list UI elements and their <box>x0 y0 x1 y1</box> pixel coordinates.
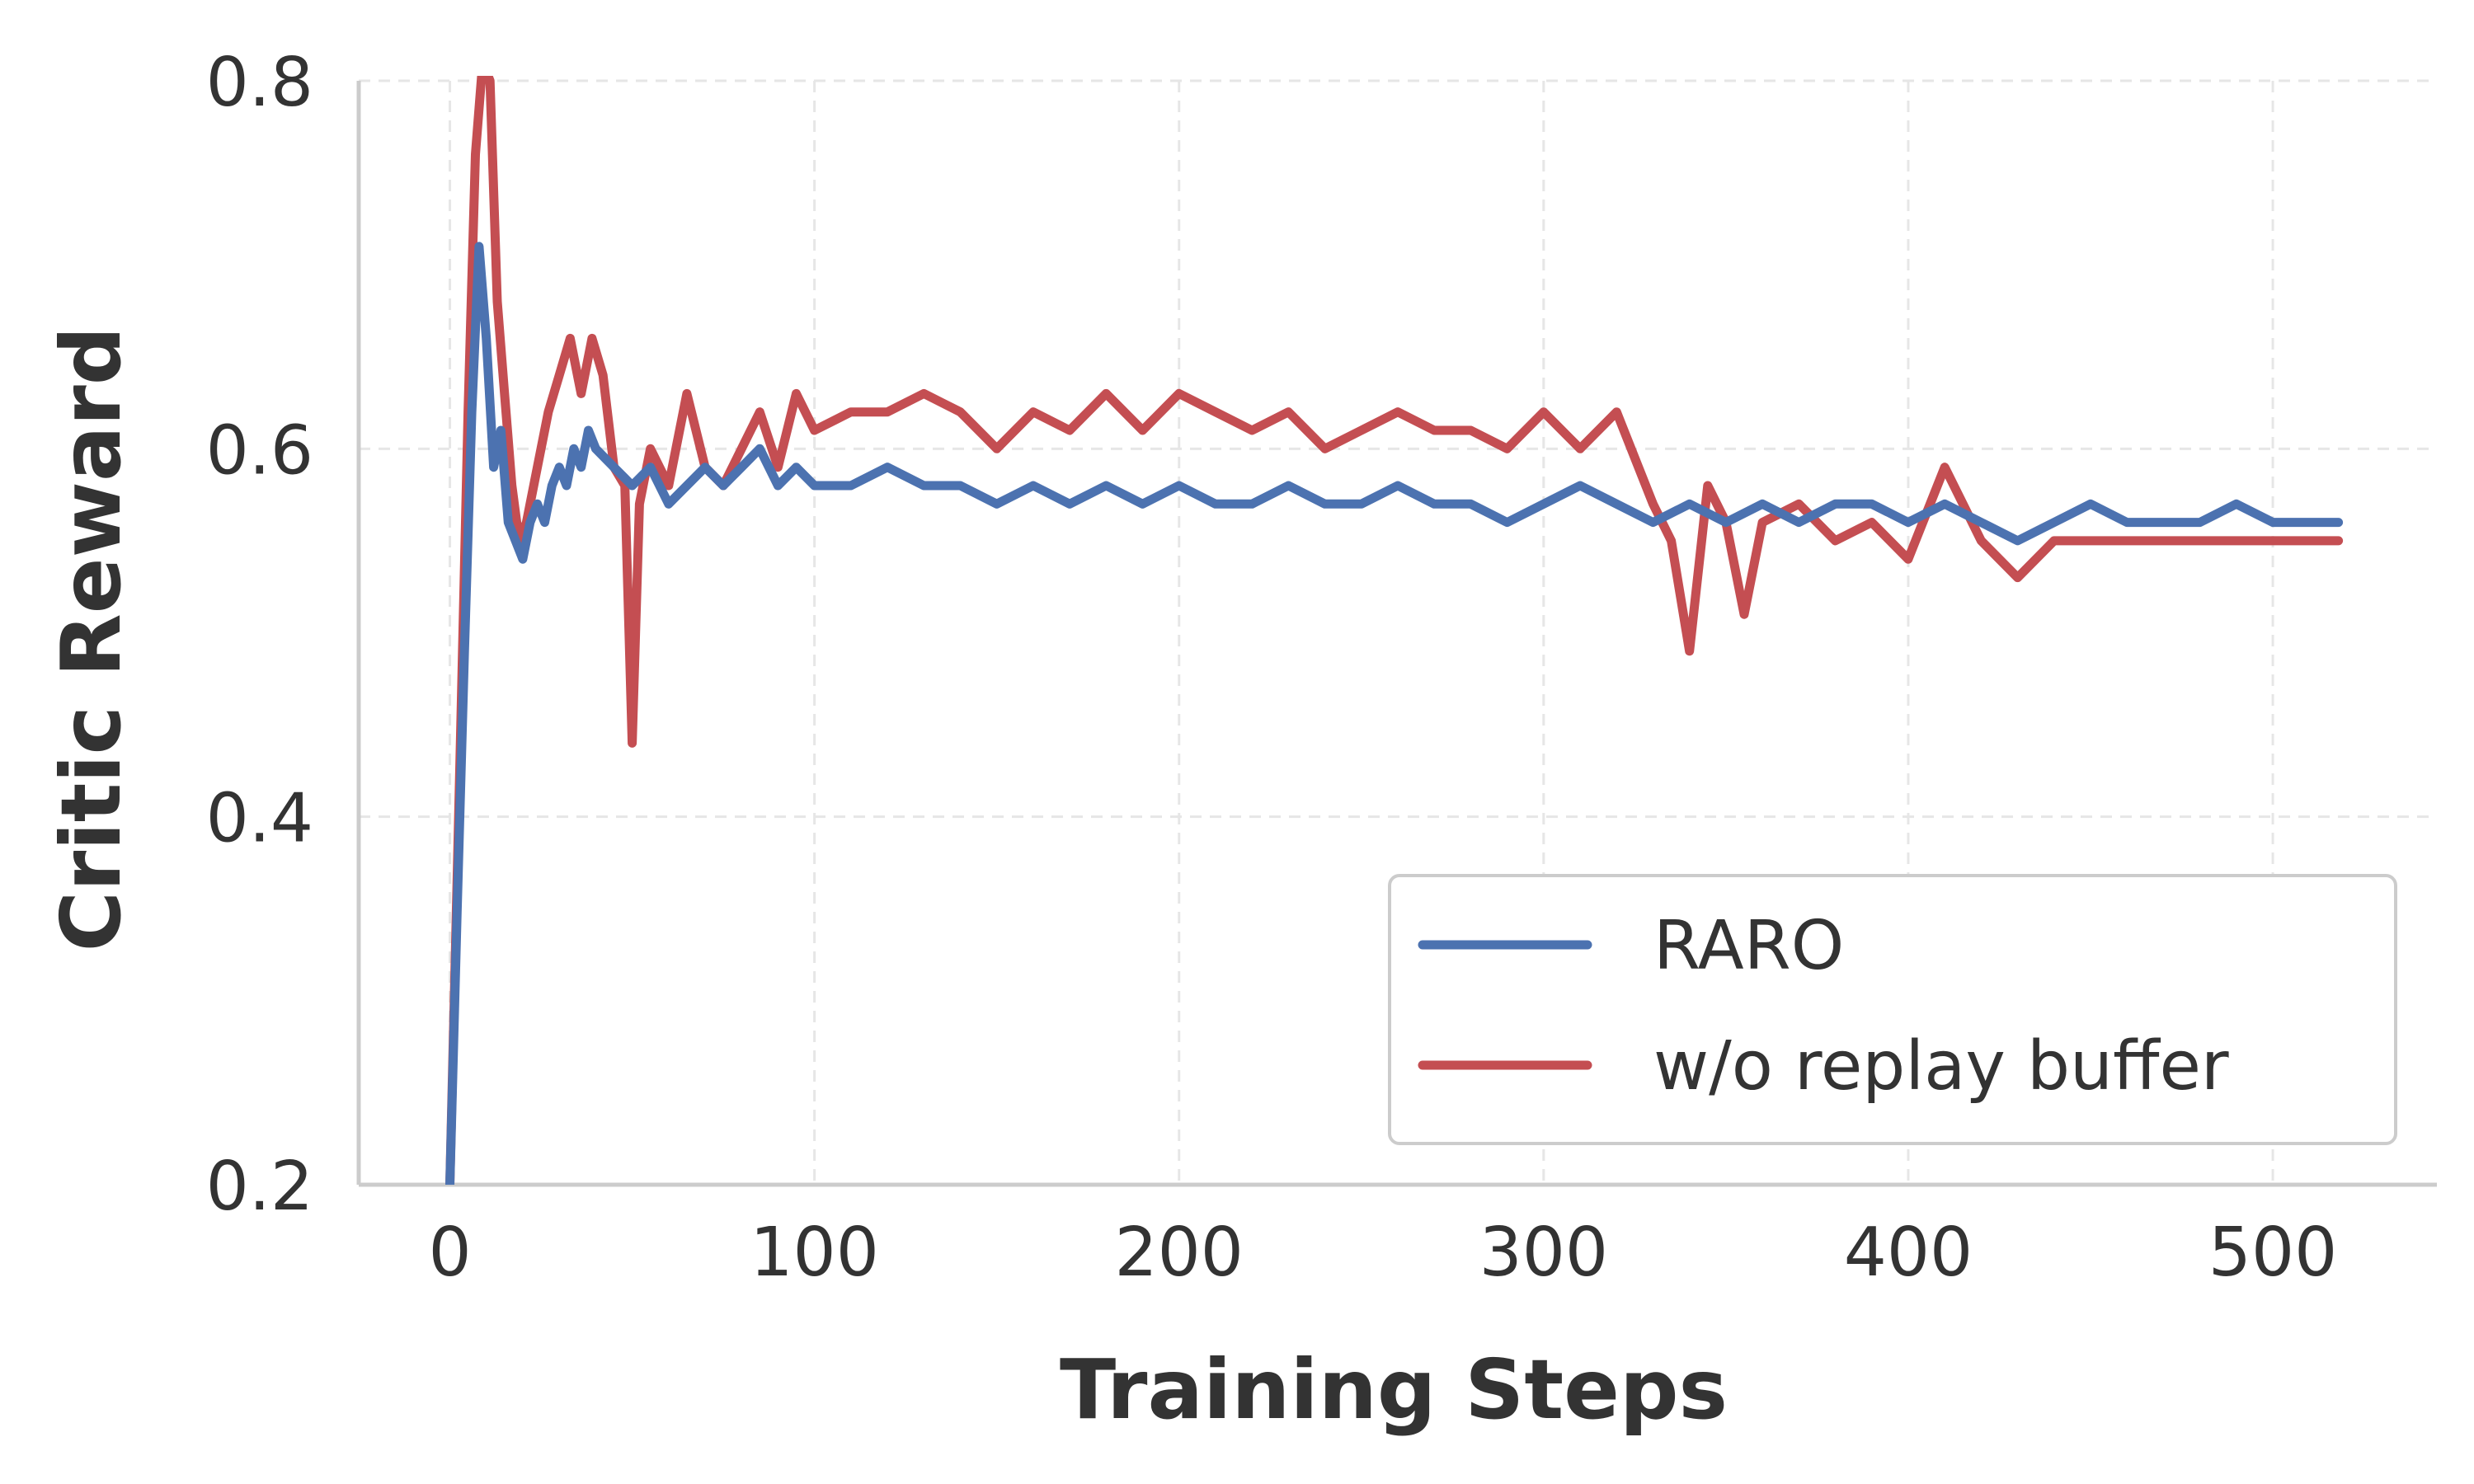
tick-labels: 0 100 200 300 400 500 0.2 0.4 0.6 0.8 <box>206 44 2338 1292</box>
legend: RARO w/o replay buffer <box>1388 874 2397 1145</box>
x-tick-label: 0 <box>428 1214 471 1292</box>
y-tick-label: 0.4 <box>206 780 313 858</box>
series-line-no-replay-buffer <box>445 76 2344 1185</box>
legend-box <box>1388 874 2397 1145</box>
y-axis-label: Critic Reward <box>43 326 139 952</box>
y-tick-label: 0.8 <box>206 44 313 122</box>
series-line-raro <box>445 242 2344 1185</box>
x-axis-label: Training Steps <box>1060 1341 1728 1438</box>
y-tick-label: 0.6 <box>206 411 313 490</box>
x-tick-label: 200 <box>1114 1214 1244 1292</box>
series-lines <box>445 76 2344 1185</box>
x-tick-label: 400 <box>1844 1214 1973 1292</box>
y-tick-label: 0.2 <box>206 1148 313 1226</box>
legend-label-no-replay-buffer: w/o replay buffer <box>1653 1027 2229 1106</box>
legend-label-raro: RARO <box>1653 907 1844 985</box>
axis-spines <box>356 81 2437 1187</box>
x-tick-label: 500 <box>2208 1214 2338 1292</box>
x-tick-label: 100 <box>750 1214 879 1292</box>
x-tick-label: 300 <box>1479 1214 1609 1292</box>
